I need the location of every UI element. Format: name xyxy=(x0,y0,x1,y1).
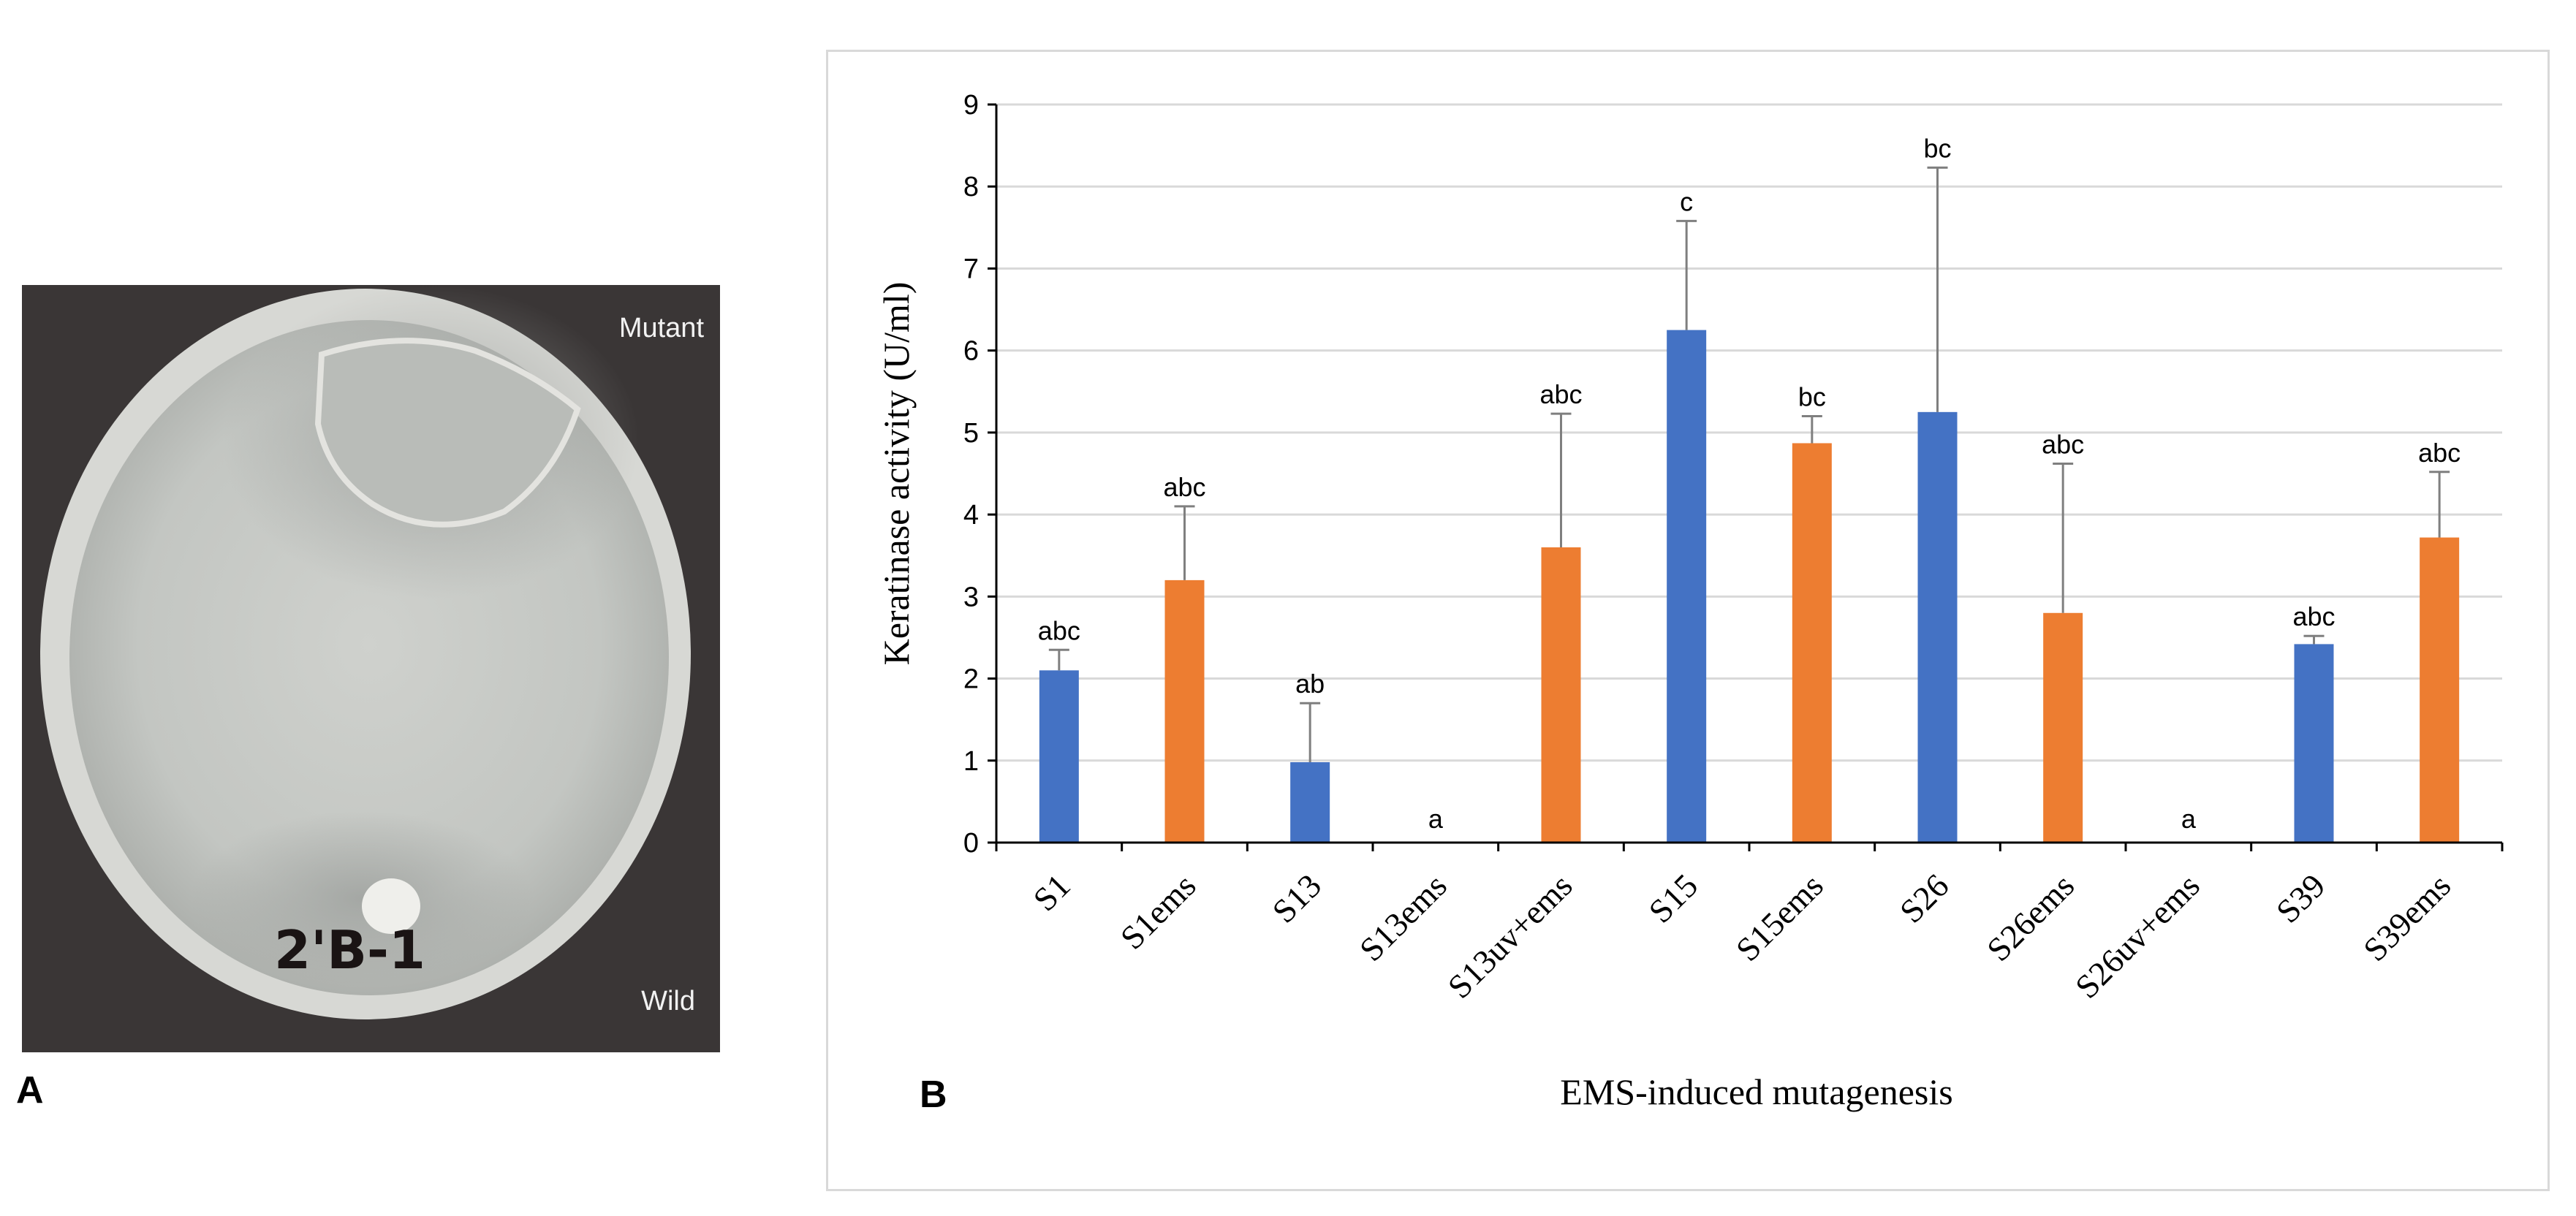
labels: 0123456789abcS1abcS1emsabS13aS13emsabcS1… xyxy=(963,90,2461,1006)
y-tick-label: 8 xyxy=(963,172,979,202)
bar-s1ems xyxy=(1164,580,1205,843)
bar-s39 xyxy=(2294,644,2334,843)
x-category-label: S26uv+ems xyxy=(2068,867,2207,1006)
significance-label: a xyxy=(2181,804,2197,834)
bar-s13 xyxy=(1290,762,1330,843)
significance-label: bc xyxy=(1798,381,1826,411)
bar-s15ems xyxy=(1792,443,1832,843)
panel-b-letter: B xyxy=(920,1074,947,1116)
bar-s1 xyxy=(1039,670,1079,843)
bar-s13uv-ems xyxy=(1541,547,1581,843)
y-tick-label: 3 xyxy=(963,582,979,612)
significance-label: abc xyxy=(2418,438,2461,468)
mutant-colony xyxy=(314,338,581,528)
significance-label: abc xyxy=(1038,615,1080,645)
y-tick-label: 7 xyxy=(963,254,979,284)
x-category-label: S1 xyxy=(1026,867,1077,918)
x-category-label: S15 xyxy=(1642,867,1705,930)
petri-dish-image: 2'B-1 xyxy=(22,285,720,1052)
y-tick-label: 9 xyxy=(963,90,979,121)
y-tick-label: 6 xyxy=(963,336,979,367)
bar-s26 xyxy=(1917,411,1958,843)
bar-chart: 0123456789abcS1abcS1emsabS13aS13emsabcS1… xyxy=(876,90,2504,1112)
gridlines xyxy=(996,103,2502,762)
significance-label: a xyxy=(1428,804,1444,834)
significance-label: c xyxy=(1680,186,1693,216)
wild-colony xyxy=(362,878,420,934)
significance-label: abc xyxy=(2042,430,2084,460)
significance-label: abc xyxy=(2292,601,2335,631)
wild-label: Wild xyxy=(641,986,695,1016)
significance-label: bc xyxy=(1923,133,1951,163)
significance-label: abc xyxy=(1539,379,1582,409)
bar-s26ems xyxy=(2043,612,2083,843)
y-tick-label: 4 xyxy=(963,500,979,531)
bars xyxy=(1039,166,2460,843)
x-category-label: S39 xyxy=(2269,867,2333,930)
plate-marking: 2'B-1 xyxy=(274,919,425,981)
axes xyxy=(988,103,2504,851)
significance-label: abc xyxy=(1163,472,1205,502)
x-category-label: S1ems xyxy=(1113,867,1203,957)
wild-halo xyxy=(190,811,534,987)
bar-s39ems xyxy=(2420,537,2460,843)
panel-a-letter: A xyxy=(16,1069,44,1112)
panel-a-photo: 2'B-1 Mutant Wild xyxy=(22,285,720,1052)
x-category-label: S26 xyxy=(1893,867,1956,930)
x-category-label: S13uv+ems xyxy=(1441,867,1580,1006)
significance-label: ab xyxy=(1295,669,1325,699)
x-category-label: S13ems xyxy=(1352,867,1454,968)
bar-s15 xyxy=(1667,330,1707,843)
x-axis-title: EMS-induced mutagenesis xyxy=(1560,1071,1952,1112)
x-category-label: S15ems xyxy=(1729,867,1830,968)
x-category-label: S13 xyxy=(1265,867,1329,930)
y-tick-label: 0 xyxy=(963,828,979,859)
y-axis-title: Keratinase activity (U/ml) xyxy=(876,282,917,666)
y-tick-label: 1 xyxy=(963,746,979,777)
chart-frame: 0 1 2 3 4 5 6 7 8 9 abc S1 abc S1ems ab S13 a S13ems abc S1… xyxy=(826,50,2550,1191)
y-tick-label: 2 xyxy=(963,664,979,695)
mutant-label: Mutant xyxy=(618,313,704,343)
x-category-label: S26ems xyxy=(1980,867,2081,968)
x-category-label: S39ems xyxy=(2356,867,2458,968)
y-tick-label: 5 xyxy=(963,418,979,449)
